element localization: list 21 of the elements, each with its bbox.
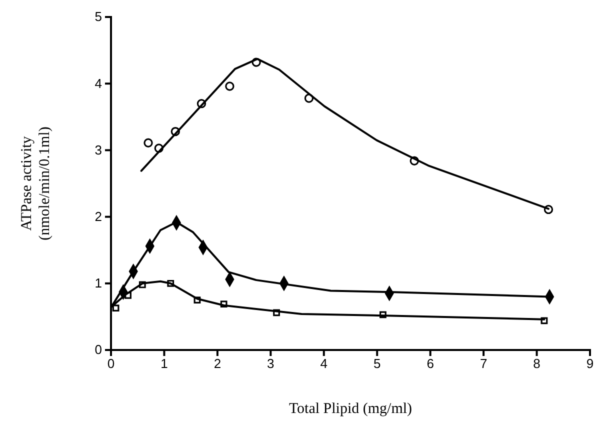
y-axis-title: ATPase activity (nmole/min/0.1ml) bbox=[19, 126, 53, 240]
x-tick-label: 1 bbox=[160, 356, 168, 372]
x-tick-label: 6 bbox=[426, 356, 434, 372]
y-tick-label: 5 bbox=[94, 9, 102, 24]
y-tick-label: 1 bbox=[94, 276, 102, 291]
x-tick-label: 2 bbox=[214, 356, 222, 372]
point bbox=[225, 82, 234, 91]
point bbox=[112, 304, 120, 312]
x-axis-title: Total Plipid (mg/ml) bbox=[288, 401, 412, 417]
x-tick-label: 3 bbox=[267, 356, 274, 372]
y-tick-label: 2 bbox=[94, 208, 102, 224]
x-tick-label: 0 bbox=[107, 356, 115, 372]
y-tick-label: 3 bbox=[94, 142, 102, 158]
x-tick-label: 5 bbox=[373, 356, 381, 372]
y-tick-label: 0 bbox=[94, 342, 102, 358]
y-tick-label: 4 bbox=[94, 76, 102, 91]
x-tick-label: 9 bbox=[586, 356, 594, 372]
x-tick-label: 4 bbox=[320, 356, 328, 372]
x-tick-label: 8 bbox=[533, 356, 540, 372]
point bbox=[144, 138, 153, 148]
x-tick-label: 7 bbox=[480, 356, 488, 372]
